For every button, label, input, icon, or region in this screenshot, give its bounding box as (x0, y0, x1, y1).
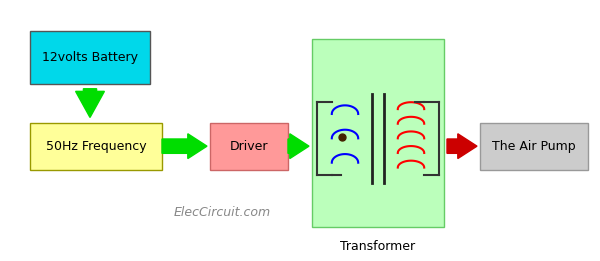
FancyBboxPatch shape (210, 123, 288, 170)
Text: Transformer: Transformer (340, 240, 416, 253)
Text: ElecCircuit.com: ElecCircuit.com (173, 206, 271, 219)
Polygon shape (76, 89, 104, 117)
Text: 50Hz Frequency: 50Hz Frequency (46, 140, 146, 153)
Polygon shape (288, 134, 309, 158)
Text: 12volts Battery: 12volts Battery (42, 51, 138, 64)
FancyBboxPatch shape (480, 123, 588, 170)
Polygon shape (447, 134, 477, 158)
FancyBboxPatch shape (312, 39, 444, 227)
FancyBboxPatch shape (30, 123, 162, 170)
Polygon shape (162, 134, 207, 158)
FancyBboxPatch shape (30, 31, 150, 84)
Text: Driver: Driver (230, 140, 268, 153)
Text: The Air Pump: The Air Pump (492, 140, 576, 153)
